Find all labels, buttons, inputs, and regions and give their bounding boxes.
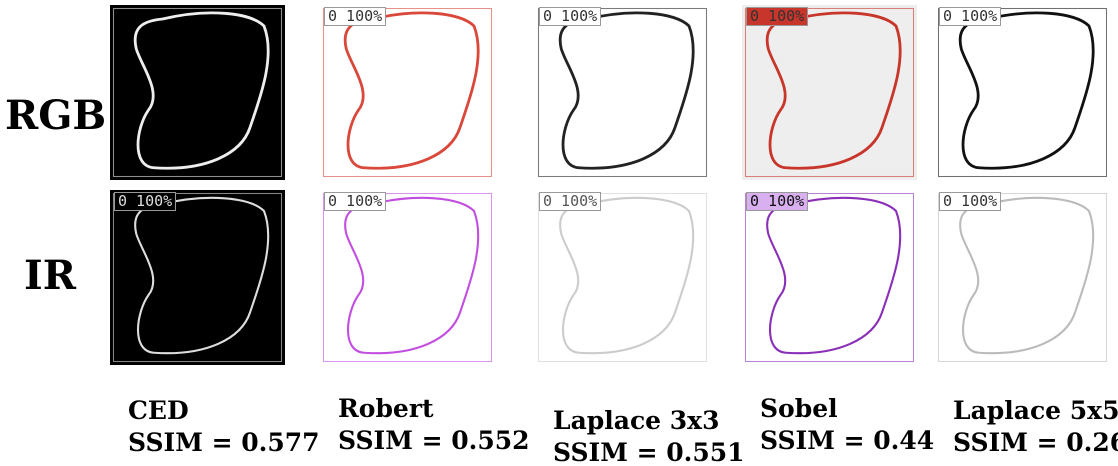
- image-panel: [110, 5, 285, 180]
- panel-tag: 0 100%: [539, 7, 601, 26]
- figure: RGB IR 0 100% CEDSSIM = 0.577 0 100% 0 100%…: [0, 0, 1118, 466]
- edge-map: [535, 5, 710, 180]
- panel-tag: 0 100%: [939, 192, 1001, 211]
- image-panel: 0 100%: [535, 190, 710, 365]
- edge-contour: [560, 13, 693, 168]
- image-panel: 0 100%: [742, 190, 917, 365]
- ssim-score: SSIM = 0.269: [953, 427, 1118, 459]
- method-name: Sobel: [760, 393, 934, 425]
- image-panel: 0 100%: [320, 190, 495, 365]
- edge-map: [320, 190, 495, 365]
- edge-contour: [135, 198, 268, 353]
- panel-tag: 0 100%: [114, 192, 176, 211]
- method-name: Robert: [338, 393, 530, 425]
- edge-contour: [345, 198, 478, 353]
- method-name: Laplace 5x5: [953, 395, 1118, 427]
- edge-map: [535, 190, 710, 365]
- edge-contour: [960, 198, 1093, 353]
- edge-map: [110, 5, 285, 180]
- method-name: CED: [128, 395, 320, 427]
- panel-tag: 0 100%: [539, 192, 601, 211]
- image-panel: 0 100%: [935, 5, 1110, 180]
- edge-contour: [767, 13, 900, 168]
- edge-contour: [960, 13, 1093, 168]
- panel-tag: 0 100%: [746, 192, 808, 211]
- edge-contour: [345, 13, 478, 168]
- image-panel: 0 100%: [935, 190, 1110, 365]
- panel-tag: 0 100%: [324, 192, 386, 211]
- row-label: RGB: [5, 92, 105, 139]
- edge-contour: [560, 198, 693, 353]
- edge-map: [742, 5, 917, 180]
- row-label: IR: [0, 252, 100, 299]
- ssim-score: SSIM = 0.44: [760, 425, 934, 457]
- ssim-score: SSIM = 0.577: [128, 427, 320, 459]
- method-name: Laplace 3x3: [553, 405, 745, 437]
- panel-tag: 0 100%: [939, 7, 1001, 26]
- edge-map: [320, 5, 495, 180]
- edge-map: [110, 190, 285, 365]
- image-panel: 0 100%: [535, 5, 710, 180]
- panel-tag: 0 100%: [746, 7, 808, 26]
- image-panel: 0 100%: [742, 5, 917, 180]
- ssim-score: SSIM = 0.552: [338, 425, 530, 457]
- edge-map: [935, 5, 1110, 180]
- ssim-score: SSIM = 0.551: [553, 437, 745, 466]
- edge-map: [742, 190, 917, 365]
- image-panel: 0 100%: [110, 190, 285, 365]
- edge-contour: [135, 13, 268, 168]
- edge-map: [935, 190, 1110, 365]
- image-panel: 0 100%: [320, 5, 495, 180]
- edge-contour: [767, 198, 900, 353]
- panel-tag: 0 100%: [324, 7, 386, 26]
